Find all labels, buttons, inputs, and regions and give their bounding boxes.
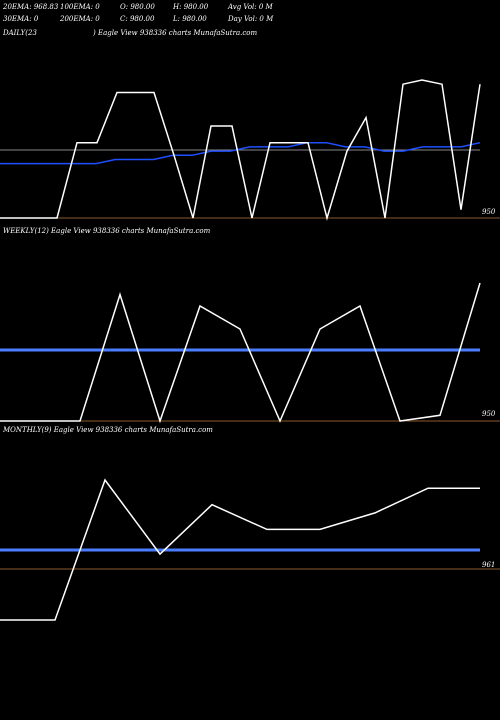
monthly-price-line — [0, 478, 480, 621]
ema20-stat: 20EMA: 968.83 — [3, 3, 59, 11]
monthly-panel-title: MONTHLY(9) Eagle View 938336 charts Muna… — [3, 426, 213, 434]
weekly-panel — [0, 282, 500, 424]
ema100-stat: 100EMA: 0 — [60, 3, 100, 11]
daily-panel-title-left: DAILY(23 — [3, 29, 37, 37]
daily-panel-title-right: ) Eagle View 938336 charts MunafaSutra.c… — [93, 29, 258, 37]
weekly-price-line — [0, 282, 481, 424]
close-stat: C: 980.00 — [120, 15, 155, 23]
day-vol-stat: Day Vol: 0 M — [228, 15, 274, 23]
daily-ema-line — [0, 141, 481, 165]
weekly-panel-title: WEEKLY(12) Eagle View 938336 charts Muna… — [3, 227, 211, 235]
ema200-stat: 200EMA: 0 — [60, 15, 100, 23]
daily-panel — [0, 79, 500, 221]
daily-price-line — [0, 79, 481, 221]
avg-vol-stat: Avg Vol: 0 M — [228, 3, 273, 11]
open-stat: O: 980.00 — [120, 3, 155, 11]
daily-axis-label: 950 — [482, 208, 496, 216]
high-stat: H: 980.00 — [173, 3, 209, 11]
weekly-axis-label: 950 — [482, 410, 496, 418]
ema30-stat: 30EMA: 0 — [3, 15, 39, 23]
monthly-axis-label: 961 — [482, 561, 496, 569]
monthly-panel — [0, 478, 500, 621]
low-stat: L: 980.00 — [173, 15, 207, 23]
